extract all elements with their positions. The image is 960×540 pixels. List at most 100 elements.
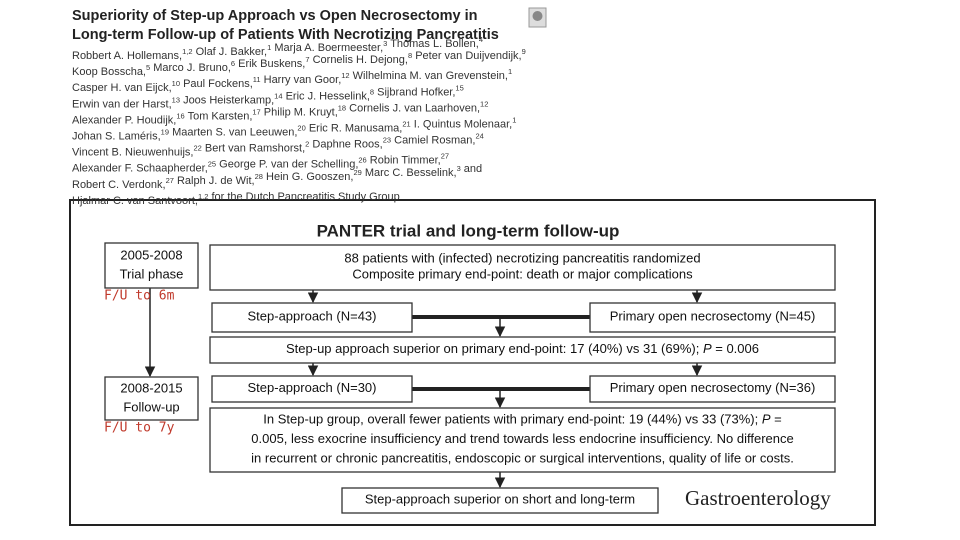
- author-name: Eric R. Manusama,: [309, 122, 403, 134]
- box-text: Primary open necrosectomy (N=45): [610, 309, 816, 324]
- author-name: Koop Bosscha,: [72, 66, 146, 78]
- author-name: Joos Heisterkamp,: [183, 94, 274, 106]
- box-text-part: Primary open necrosectomy (N=45): [610, 309, 816, 324]
- flow-box: [211, 302, 413, 333]
- author-name: Eric J. Hesselink,: [286, 90, 370, 102]
- box-text-part: 0.005, less exocrine insufficiency and t…: [251, 431, 793, 446]
- author-line: Alexander F. Schaapherder,25 George P. v…: [72, 152, 449, 175]
- phase-label: 2008-2015: [120, 380, 182, 395]
- author-name: Peter van Duijvendijk,: [415, 50, 521, 62]
- author-name: Hein G. Gooszen,: [266, 171, 353, 183]
- author-name: Marc C. Besselink,: [365, 167, 457, 179]
- box-text: Composite primary end-point: death or ma…: [352, 267, 693, 282]
- author-suffix: and: [464, 163, 482, 175]
- author-name: Bert van Ramshorst,: [205, 143, 305, 155]
- box-text: Step-approach (N=43): [248, 309, 377, 324]
- author-line: Johan S. Laméris,19 Maarten S. van Leeuw…: [72, 115, 516, 142]
- box-text: Primary open necrosectomy (N=36): [610, 380, 816, 395]
- author-name: Daphne Roos,: [312, 139, 382, 151]
- author-name: Erik Buskens,: [238, 58, 305, 70]
- box-text-part: = 0.006: [712, 341, 759, 356]
- author-line: Robert C. Verdonk,27 Ralph J. de Wit,28 …: [72, 163, 482, 191]
- affiliation: 5: [146, 63, 150, 72]
- author-name: Olaf J. Bakker,: [196, 46, 268, 58]
- flow-box: [209, 407, 836, 473]
- box-text: Step-up approach superior on primary end…: [286, 341, 759, 356]
- box-text-part: Composite primary end-point: death or ma…: [352, 267, 693, 282]
- box-text-part: Step-approach (N=43): [248, 309, 377, 324]
- author-name: Johan S. Laméris,: [72, 130, 161, 142]
- author-name: Casper H. van Eijck,: [72, 82, 172, 94]
- phase-box: [104, 242, 199, 289]
- author-name: Thomas L. Bollen,: [390, 38, 479, 50]
- affiliation: 12: [480, 99, 488, 108]
- connectors: [144, 288, 703, 489]
- affiliation: 29: [353, 168, 361, 177]
- affiliation: 24: [475, 132, 483, 141]
- paper-title: Superiority of Step-up Approach vs Open …: [72, 8, 478, 24]
- author-suffix: for the Dutch Pancreatitis Study Group: [211, 191, 399, 203]
- author-name: Ralph J. de Wit,: [177, 175, 255, 187]
- author-line: Robbert A. Hollemans,1,2 Olaf J. Bakker,…: [72, 35, 483, 62]
- box-text: In Step-up group, overall fewer patients…: [263, 412, 781, 427]
- phase-label: 2005-2008: [120, 247, 182, 262]
- author-name: Wilhelmina M. van Grevenstein,: [353, 70, 508, 82]
- author-line: Hjalmar C. van Santvoort,1,2 for the Dut…: [72, 191, 400, 207]
- affiliation: 27: [441, 152, 449, 161]
- affiliation: 12: [341, 71, 349, 80]
- author-name: Marja A. Boermeester,: [274, 42, 383, 54]
- affiliation: 21: [402, 119, 410, 128]
- author-name: Camiel Rosman,: [394, 135, 475, 147]
- journal-icon: [528, 7, 547, 28]
- affiliation: 28: [255, 172, 263, 181]
- box-text-part: Primary open necrosectomy (N=36): [610, 380, 816, 395]
- author-name: Cornelis J. van Laarhoven,: [349, 102, 480, 114]
- affiliation: 8: [370, 87, 374, 96]
- affiliation: 23: [383, 136, 391, 145]
- paper-title: Long-term Follow-up of Patients With Nec…: [72, 27, 499, 43]
- flow-box: [589, 375, 836, 403]
- affiliation: 25: [208, 160, 216, 169]
- affiliation: 8: [408, 51, 412, 60]
- affiliation: 16: [176, 111, 184, 120]
- box-text-part: Step-up approach superior on primary end…: [286, 341, 703, 356]
- box-text-part: in recurrent or chronic pancreatitis, en…: [251, 451, 794, 466]
- author-line: Vincent B. Nieuwenhuijs,22 Bert van Rams…: [72, 132, 484, 159]
- author-name: Hjalmar C. van Santvoort,: [72, 195, 198, 207]
- box-text-part: In Step-up group, overall fewer patients…: [263, 412, 762, 427]
- author-name: Maarten S. van Leeuwen,: [172, 126, 297, 138]
- phase-label: Follow-up: [123, 399, 179, 414]
- affiliation: 19: [161, 127, 169, 136]
- phase-label: Trial phase: [120, 266, 184, 281]
- box-text-part: P: [703, 341, 712, 356]
- author-name: Robbert A. Hollemans,: [72, 50, 182, 62]
- affiliation: 10: [172, 79, 180, 88]
- flow-box: [341, 487, 659, 514]
- box-text-part: P: [762, 412, 771, 427]
- affiliation: 1: [267, 43, 271, 52]
- author-line: Koop Bosscha,5 Marco J. Bruno,6 Erik Bus…: [72, 47, 526, 78]
- affiliation: 1,2: [198, 192, 208, 201]
- affiliation: 27: [166, 176, 174, 185]
- follow-up-note: F/U to 6m: [104, 289, 175, 304]
- author-name: Paul Fockens,: [183, 78, 253, 90]
- flow-box: [209, 244, 836, 291]
- author-name: Philip M. Kruyt,: [264, 106, 338, 118]
- box-text: 88 patients with (infected) necrotizing …: [344, 251, 700, 266]
- affiliation: 7: [305, 55, 309, 64]
- author-name: Alexander P. Houdijk,: [72, 114, 176, 126]
- box-text: 0.005, less exocrine insufficiency and t…: [251, 431, 793, 446]
- author-name: Cornelis H. Dejong,: [313, 54, 408, 66]
- follow-up-note: F/U to 7y: [104, 421, 175, 436]
- box-text-part: Step-approach (N=30): [248, 380, 377, 395]
- box-text: in recurrent or chronic pancreatitis, en…: [251, 451, 794, 466]
- author-name: Alexander F. Schaapherder,: [72, 163, 208, 175]
- author-name: Robert C. Verdonk,: [72, 179, 166, 191]
- author-name: Harry van Goor,: [264, 74, 342, 86]
- author-name: Vincent B. Nieuwenhuijs,: [72, 147, 193, 159]
- author-line: Erwin van der Harst,13 Joos Heisterkamp,…: [72, 83, 464, 110]
- affiliation: 3: [457, 164, 461, 173]
- affiliation: 22: [193, 144, 201, 153]
- journal-name: Gastroenterology: [685, 486, 831, 510]
- author-line: Casper H. van Eijck,10 Paul Fockens,11 H…: [72, 67, 512, 94]
